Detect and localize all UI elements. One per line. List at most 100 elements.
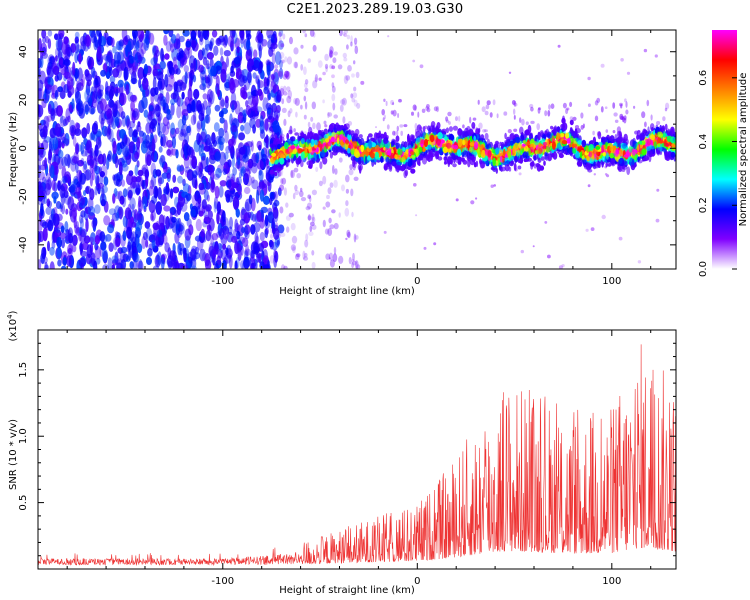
heat-cell <box>59 185 66 199</box>
heat-cell <box>577 140 583 145</box>
heat-cell <box>98 166 103 175</box>
heat-cell <box>232 167 238 176</box>
heat-cell <box>175 127 180 135</box>
heat-cell <box>66 255 72 267</box>
heat-cell <box>602 138 606 145</box>
heat-cell <box>582 140 586 146</box>
heat-cell <box>472 117 477 121</box>
heat-cell <box>271 129 275 141</box>
heat-cell <box>86 79 92 87</box>
heat-cell <box>279 85 284 93</box>
heat-cell <box>352 252 355 262</box>
heat-cell <box>125 115 130 127</box>
heat-cell <box>261 39 268 47</box>
heat-cell <box>311 213 315 221</box>
heat-cell <box>90 66 96 78</box>
heat-cell <box>225 159 230 174</box>
heat-cell <box>495 147 500 155</box>
heat-cell <box>596 131 601 137</box>
heat-cell <box>272 120 280 133</box>
heat-cell <box>412 59 416 63</box>
heat-cell <box>109 66 113 77</box>
heat-cell <box>146 257 152 265</box>
heat-cell <box>60 64 67 76</box>
heat-cell <box>224 95 229 104</box>
heat-cell <box>101 187 105 200</box>
heat-cell <box>414 123 418 130</box>
heat-cell <box>534 141 540 146</box>
heat-cell <box>166 113 173 121</box>
heat-cell <box>580 112 584 119</box>
heat-cell <box>234 218 239 233</box>
heat-cell <box>244 186 251 195</box>
heat-cell <box>300 138 305 145</box>
heat-cell <box>522 151 528 159</box>
heat-cell <box>144 221 151 229</box>
heat-cell <box>136 136 143 144</box>
heat-cell <box>243 122 251 135</box>
heat-cell <box>353 176 359 181</box>
heat-cell <box>62 136 66 144</box>
heat-cell <box>295 253 300 260</box>
heat-cell <box>445 127 449 134</box>
heat-cell <box>312 122 316 130</box>
heat-cell <box>38 142 44 156</box>
heat-cell <box>290 222 296 231</box>
heat-cell <box>308 153 312 159</box>
heat-cell <box>475 128 480 136</box>
heat-cell <box>426 104 430 109</box>
heat-cell <box>513 115 516 120</box>
heat-cell <box>198 210 204 217</box>
heat-cell <box>265 146 270 158</box>
heat-cell <box>333 51 338 56</box>
heat-cell <box>612 102 616 109</box>
heat-cell <box>158 214 165 228</box>
heat-cell <box>234 260 238 269</box>
heat-cell <box>348 168 354 176</box>
heat-cell <box>135 182 140 196</box>
heat-cell <box>396 125 399 132</box>
heat-cell <box>129 244 134 259</box>
heat-cell <box>78 257 86 268</box>
heat-cell <box>156 229 163 238</box>
heat-cell <box>580 125 584 130</box>
heat-cell <box>190 30 197 41</box>
heat-cell <box>664 107 668 112</box>
heat-cell <box>544 221 548 224</box>
heat-cell <box>214 185 220 199</box>
heat-cell <box>337 130 341 136</box>
heat-cell <box>395 165 402 171</box>
heat-cell <box>566 107 570 111</box>
heat-cell <box>283 85 287 93</box>
heat-cell <box>201 47 205 56</box>
heat-cell <box>235 208 240 218</box>
heat-cell <box>117 142 121 152</box>
heat-cell <box>67 103 72 112</box>
heat-cell <box>283 91 288 96</box>
heat-cell <box>615 149 619 155</box>
heat-cell <box>324 53 329 62</box>
heat-cell <box>322 156 328 165</box>
heat-cell <box>217 141 222 149</box>
heat-cell <box>59 203 63 210</box>
heat-cell <box>433 242 437 246</box>
heat-cell <box>274 191 280 198</box>
heat-cell <box>124 207 132 220</box>
heat-cell <box>259 231 265 242</box>
heat-cell <box>142 77 149 91</box>
heat-cell <box>42 227 48 242</box>
heat-cell <box>41 30 47 39</box>
heat-cell <box>280 264 286 269</box>
heat-cell <box>322 175 327 185</box>
heat-cell <box>278 36 282 44</box>
heat-cell <box>163 34 168 46</box>
heat-cell <box>129 261 134 269</box>
heat-cell <box>243 225 249 238</box>
heat-cell <box>197 103 203 114</box>
heat-cell <box>311 250 315 256</box>
heat-cell <box>113 173 121 186</box>
heat-cell <box>315 166 319 172</box>
heat-cell <box>324 63 329 70</box>
heat-cell <box>106 71 110 79</box>
